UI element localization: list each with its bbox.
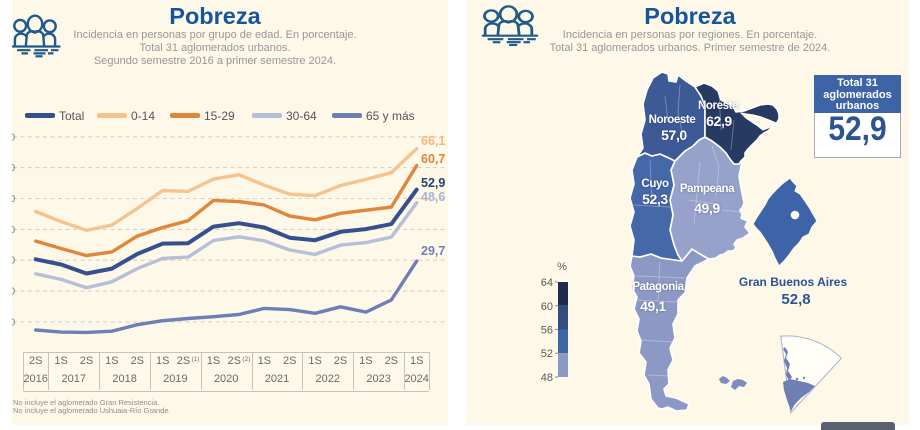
svg-text:50: 50 bbox=[4, 194, 16, 205]
svg-text:70: 70 bbox=[4, 132, 16, 143]
svg-text:20: 20 bbox=[4, 287, 16, 298]
svg-text:10: 10 bbox=[4, 317, 16, 328]
svg-text:60: 60 bbox=[4, 163, 16, 174]
svg-text:30: 30 bbox=[4, 256, 16, 267]
svg-text:40: 40 bbox=[4, 225, 16, 236]
svg-text:64: 64 bbox=[541, 277, 553, 289]
svg-text:52: 52 bbox=[541, 348, 553, 360]
svg-text:60: 60 bbox=[541, 301, 553, 313]
svg-text:48: 48 bbox=[541, 372, 553, 384]
svg-text:56: 56 bbox=[541, 325, 553, 337]
svg-text:%: % bbox=[557, 261, 567, 273]
